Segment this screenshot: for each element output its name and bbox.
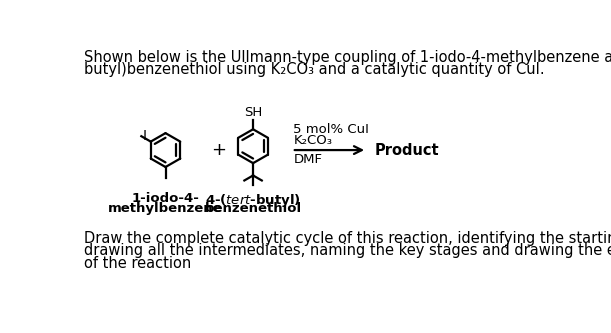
Text: benzenethiol: benzenethiol — [205, 202, 302, 215]
Text: methylbenzene: methylbenzene — [108, 202, 223, 215]
Text: DMF: DMF — [293, 153, 323, 166]
Text: Shown below is the Ullmann-type coupling of 1-iodo-4-methylbenzene and 4-(tert-: Shown below is the Ullmann-type coupling… — [84, 50, 611, 65]
Text: drawing all the intermediates, naming the key stages and drawing the eventual pr: drawing all the intermediates, naming th… — [84, 243, 611, 258]
Text: 4-($\it{tert}$-butyl): 4-($\it{tert}$-butyl) — [205, 192, 301, 209]
Text: butyl)benzenethiol using K₂CO₃ and a catalytic quantity of CuI.: butyl)benzenethiol using K₂CO₃ and a cat… — [84, 62, 545, 77]
Text: +: + — [211, 141, 225, 159]
Text: 5 mol% CuI: 5 mol% CuI — [293, 123, 369, 136]
Text: SH: SH — [244, 106, 262, 119]
Text: Draw the complete catalytic cycle of this reaction, identifying the starting mat: Draw the complete catalytic cycle of thi… — [84, 231, 611, 246]
Text: Product: Product — [375, 143, 439, 158]
Text: I: I — [143, 129, 147, 143]
Text: 1-iodo-4-: 1-iodo-4- — [131, 192, 199, 205]
Text: of the reaction: of the reaction — [84, 255, 191, 270]
Text: K₂CO₃: K₂CO₃ — [293, 134, 332, 147]
